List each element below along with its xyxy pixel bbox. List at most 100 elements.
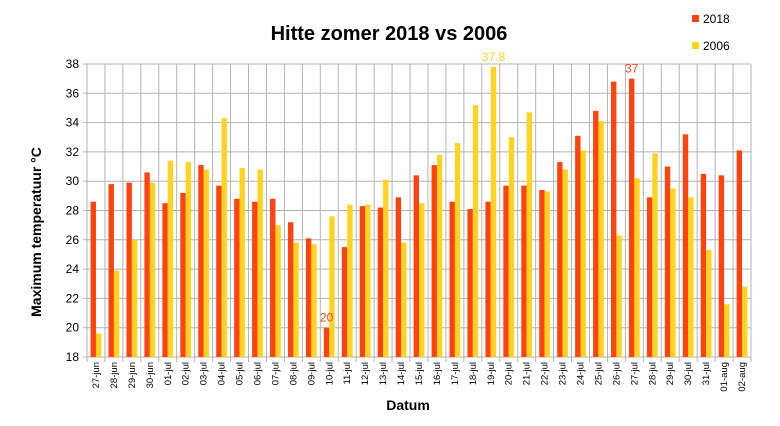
x-tick-label: 23-jul [558,362,569,385]
bar-2006-27-jul [634,178,640,357]
y-tick-label: 36 [66,86,80,100]
bar-2018-25-jul [593,110,599,357]
bar-2018-26-jul [611,81,617,357]
bar-2006-13-jul [383,179,389,357]
x-tick-label: 10-jul [324,362,335,385]
bar-2006-31-jul [706,250,712,357]
grid [83,63,752,362]
x-tick-label: 30-jun [145,362,156,388]
x-tick-label: 28-jul [647,362,658,385]
data-label-27-jul: 37 [625,62,639,76]
bar-2006-10-jul [329,216,335,357]
y-axis-title: Maximum temperatuur °C [28,147,44,317]
x-tick-label: 17-jul [450,362,461,385]
legend-label-2006: 2006 [703,39,730,53]
bar-2006-15-jul [419,203,425,357]
bar-2018-13-jul [377,207,384,357]
bar-2006-05-jul [239,168,245,357]
x-tick-label: 20-jul [504,362,515,385]
x-axis-title: Datum [386,397,430,413]
bar-2018-02-jul [180,192,186,357]
bar-2006-16-jul [436,154,443,357]
y-tick-label: 32 [66,145,80,159]
bar-2018-18-jul [467,209,473,357]
x-tick-label: 13-jul [378,362,389,385]
x-tick-label: 15-jul [414,362,425,385]
bar-2006-03-jul [203,169,210,357]
y-tick-label: 26 [66,233,80,247]
bar-2018-17-jul [449,201,455,357]
x-tick-label: 03-jul [199,362,210,385]
bar-2018-30-jun [144,172,150,357]
data-labels: 20 37.8 37 [320,50,639,325]
x-tick-label: 19-jul [486,362,497,385]
y-tick-label: 38 [66,57,80,71]
x-tick-label: 27-jun [91,362,102,388]
x-tick-label: 27-jul [629,362,640,385]
bar-2006-29-jun [131,239,138,357]
y-tick-label: 28 [66,204,80,218]
bar-2018-22-jul [539,189,545,357]
bar-2018-09-jul [305,238,312,357]
bar-2018-21-jul [521,185,527,357]
bar-2006-04-jul [221,118,227,357]
bar-2006-02-aug [742,286,748,357]
y-tick-label: 18 [66,350,80,364]
legend-swatch-2018 [692,15,699,22]
bar-2006-11-jul [347,204,353,357]
x-tick-label: 28-jun [109,362,120,388]
bar-2006-30-jul [688,197,694,357]
x-tick-label: 02-jul [181,362,192,385]
bar-2006-19-jul [490,66,497,358]
bar-2018-29-jun [126,182,132,357]
bar-2006-20-jul [508,137,515,357]
y-tick-label: 22 [66,291,80,305]
legend: 2018 2006 [692,12,730,53]
bar-2018-11-jul [341,247,348,357]
x-tick-label: 24-jul [576,362,587,385]
bar-2018-23-jul [557,162,563,357]
data-label-10-jul: 20 [320,311,334,325]
bar-2018-30-jul [682,134,689,357]
legend-swatch-2006 [692,42,699,49]
bar-2018-15-jul [413,175,419,357]
bar-2006-07-jul [275,225,281,357]
y-tick-label: 34 [66,116,80,130]
x-tick-label: 02-aug [737,362,748,392]
bar-2006-26-jul [616,235,622,357]
x-tick-label: 01-aug [719,362,730,392]
x-tick-label: 30-jul [683,362,694,385]
bar-2018-04-jul [216,185,222,357]
legend-label-2018: 2018 [703,12,730,26]
axes: 18 20 22 24 26 28 30 32 34 36 38 27-jun 28-jun 29-jun… [66,57,748,392]
bar-2006-02-jul [185,162,192,357]
x-tick-label: 07-jul [270,362,281,385]
y-tick-label: 20 [66,321,80,335]
y-tick-label: 24 [66,262,80,276]
x-tick-label: 04-jul [217,362,228,385]
bar-2018-19-jul [485,201,491,357]
bar-2018-05-jul [234,198,240,357]
bar-2018-12-jul [359,206,366,357]
bar-2006-24-jul [580,150,586,357]
x-tick-label: 31-jul [701,362,712,385]
x-tick-label: 06-jul [252,362,263,385]
bar-2006-22-jul [544,191,551,357]
x-tick-label: 09-jul [306,362,317,385]
bar-2018-16-jul [431,165,437,357]
x-tick-label: 21-jul [522,362,533,385]
bar-2006-21-jul [526,112,533,357]
bar-2018-27-jul [628,78,635,358]
bar-2018-10-jul [323,327,330,357]
x-tick-label: 12-jul [360,362,371,385]
x-tick-label: 05-jul [235,362,246,385]
bar-2006-27-jun [95,333,102,357]
bar-2018-28-jul [646,197,653,357]
bar-2018-20-jul [503,185,509,357]
bars [90,66,748,358]
x-tick-label: 29-jul [665,362,676,385]
bar-2006-30-jun [149,182,156,357]
bar-2018-01-jul [162,203,168,357]
bar-2006-23-jul [562,169,568,357]
